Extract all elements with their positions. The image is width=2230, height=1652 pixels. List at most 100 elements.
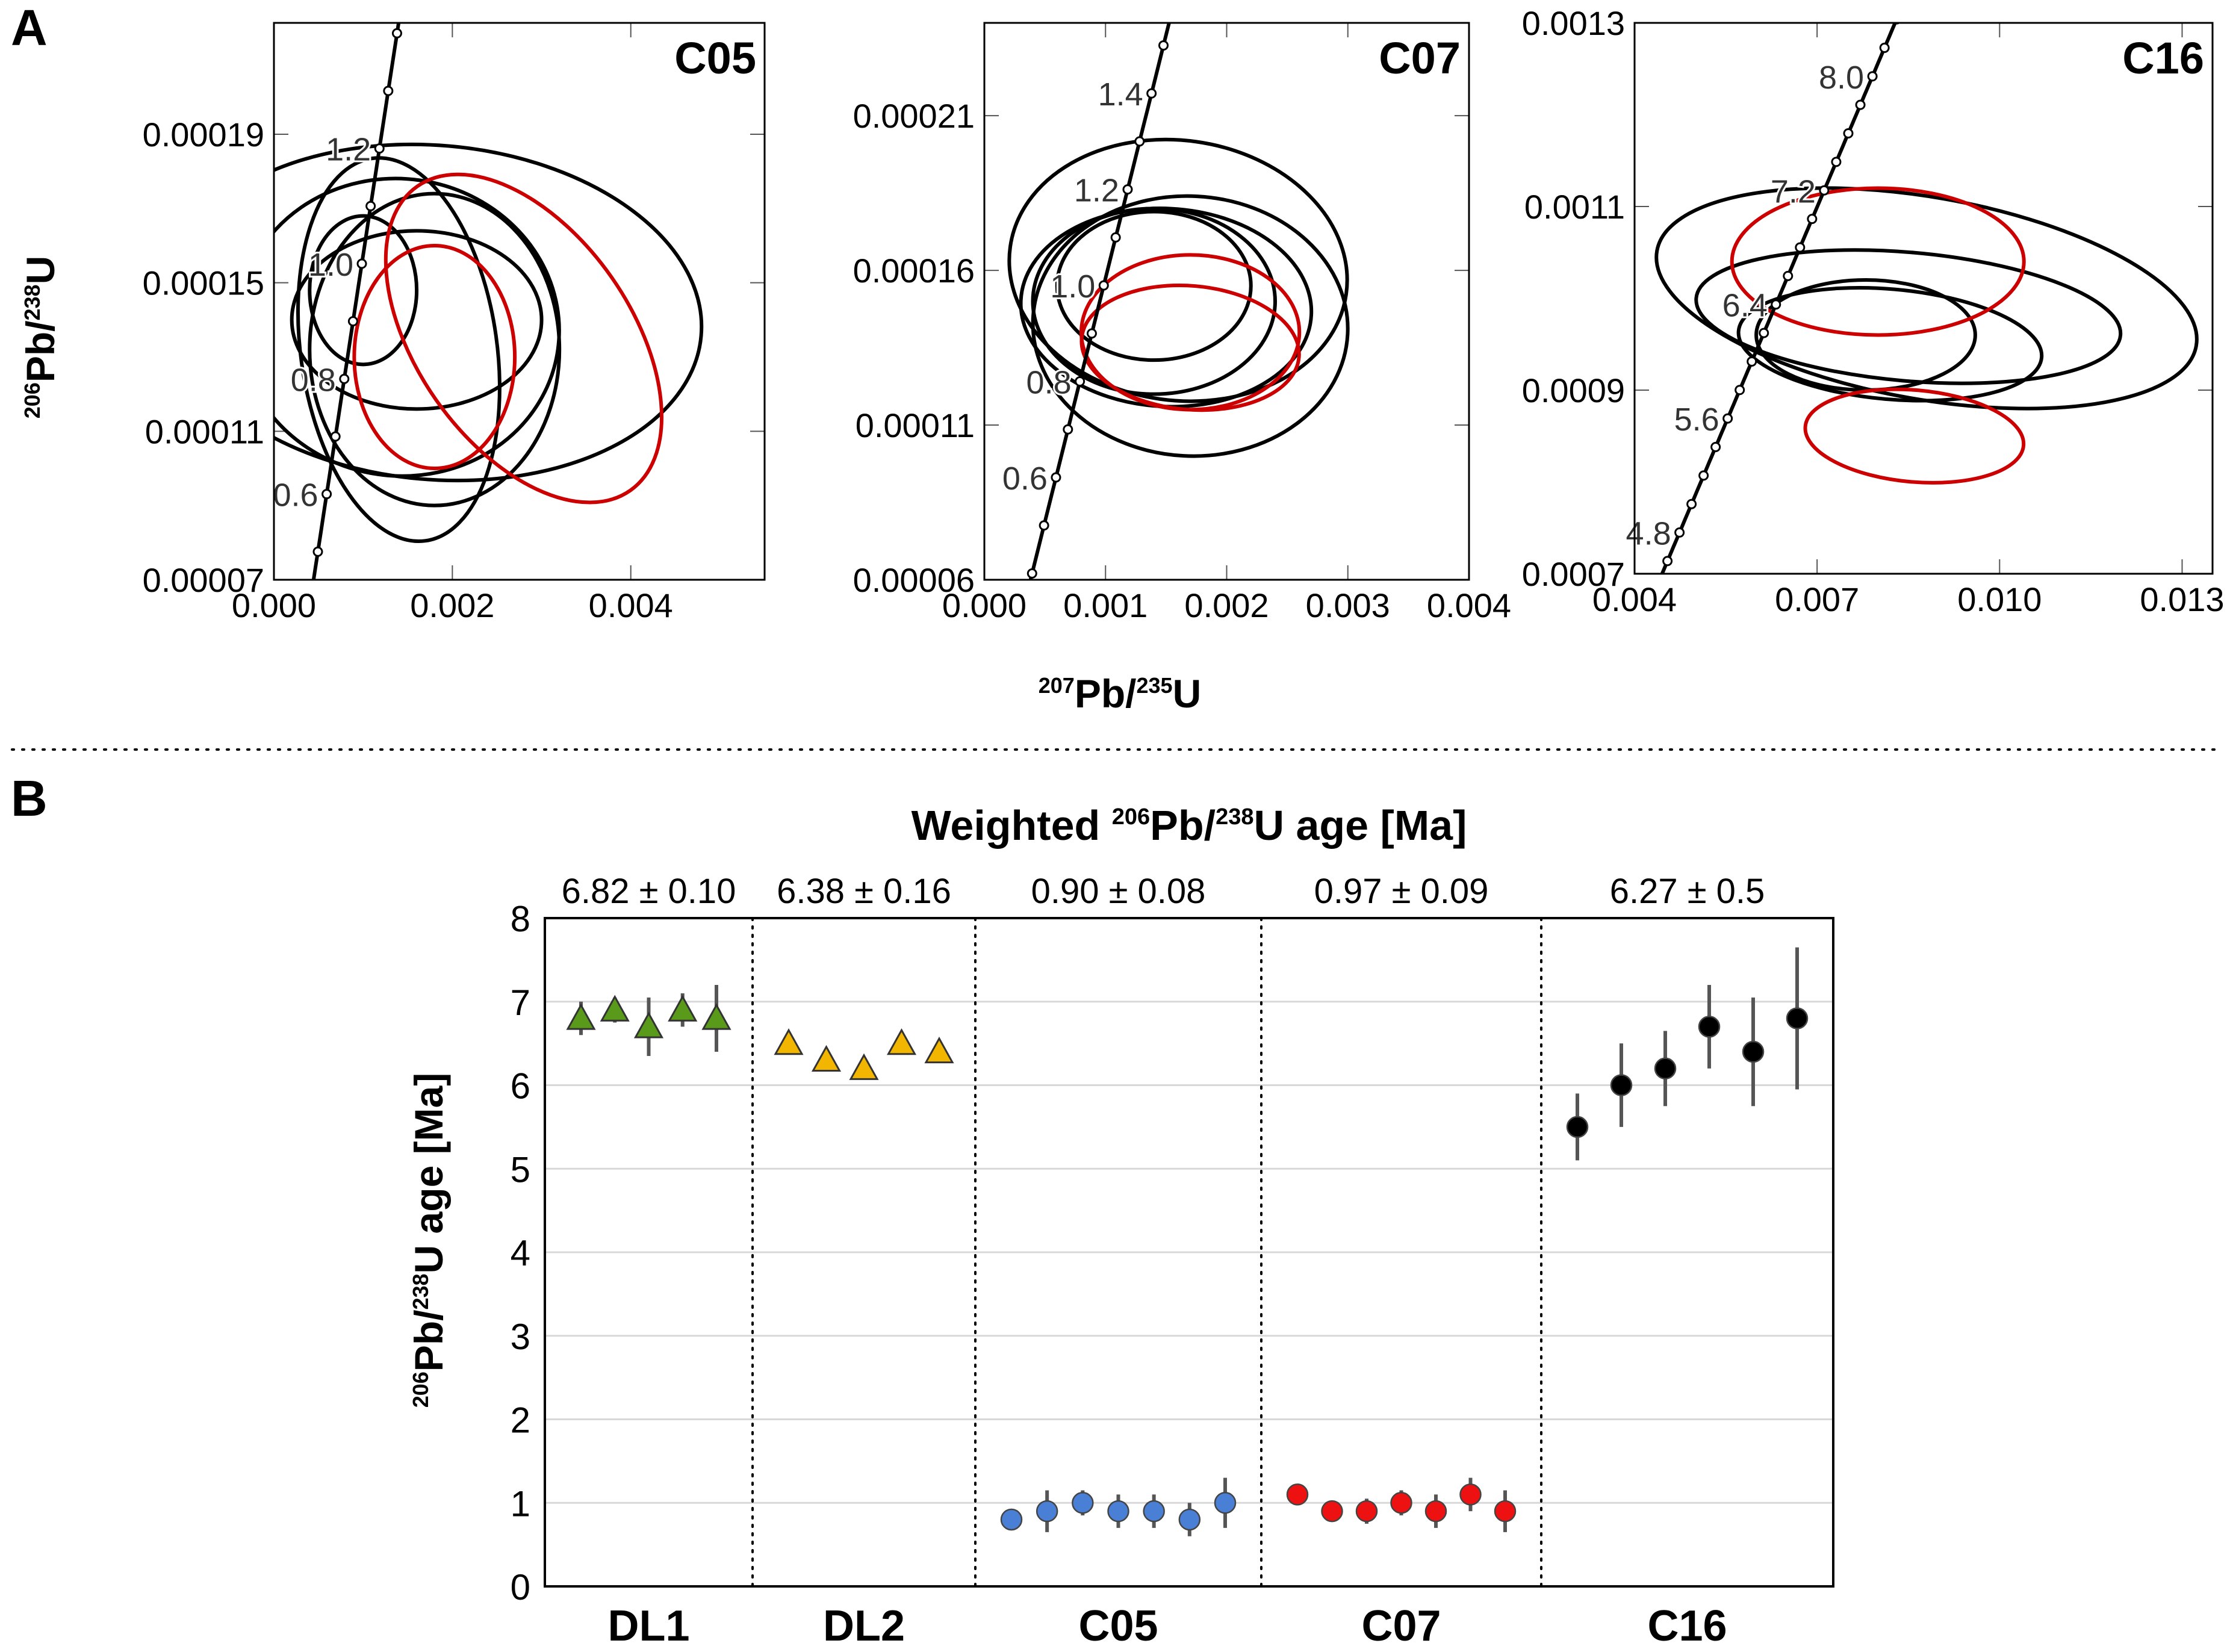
x-tick-label: 0.001 [1063,586,1148,624]
concordia-tick [1819,185,1830,196]
concordia-tick [1122,184,1133,195]
concordia-tick [1051,472,1061,483]
y-tick-label: 6 [511,1066,530,1107]
sample-title: C05 [674,33,756,83]
concordia-tick [1771,299,1781,310]
data-point [849,1053,879,1080]
concordia-tick [1075,376,1085,387]
concordia-tick [1110,232,1121,243]
concordia-tick [1686,498,1697,509]
x-tick-label: 0.004 [1427,586,1511,624]
concordia-age-label: 1.4 [1098,76,1143,113]
concordia-tick [383,85,394,96]
y-tick-label: 7 [511,983,530,1023]
concordia-tick [1831,157,1842,167]
y-tick-label: 0.00015 [143,264,264,302]
data-point [1459,1483,1482,1506]
x-tick-label: 0.000 [942,586,1026,624]
panel-label-b: B [11,770,48,827]
error-ellipse [290,229,544,411]
concordia-tick [391,28,402,39]
concordia-tick [1855,99,1866,110]
y-tick-label: 4 [511,1233,530,1273]
data-point [1698,1016,1721,1038]
concordia-plot-c05: 0.6 0.8 1.0 1.2 C05 0.000 0.002 0.004 0.00007 0.0… [143,22,766,624]
concordia-tick [1039,520,1049,531]
data-point [1178,1508,1201,1531]
concordia-age-label: 0.8 [291,362,336,398]
error-ellipse [308,191,562,508]
concordia-tick [1674,527,1685,538]
group-c07: 0.97 ± 0.09 C07 [1260,872,1517,1650]
concordia-tick [1146,88,1157,99]
weighted-age-label: 6.82 ± 0.10 [562,872,736,911]
x-tick-label: 0.010 [1957,580,2042,618]
concordia-age-label: 6.4 [1722,288,1768,324]
data-point [566,1003,596,1030]
panel-label-a: A [11,0,48,56]
concordia-age-label: 1.2 [326,132,371,168]
concordia-tick [1710,442,1721,453]
y-tick-label: 0.00019 [143,116,264,154]
error-ellipse [308,214,419,367]
y-tick-label: 0.00007 [143,561,264,599]
concordia-tick [1134,136,1145,147]
plot-frame [1633,22,2214,575]
data-point [811,1045,842,1072]
data-point [701,1003,731,1030]
group-dl2: 6.38 ± 0.16 DL2 [751,872,954,1650]
y-tick-label: 8 [511,899,530,939]
y-tick-label: 0.00016 [853,252,975,290]
concordia-tick [1698,470,1709,481]
error-ellipse [384,172,664,505]
weighted-age-label: 0.90 ± 0.08 [1031,872,1206,911]
data-point [1143,1500,1165,1523]
group-dl1: 6.82 ± 0.10 DL1 [562,872,736,1650]
concordia-age-label: 5.6 [1674,402,1719,438]
error-ellipse [296,156,502,544]
y-tick-label: 0.0009 [1522,371,1625,409]
group-c05: 0.90 ± 0.08 C05 [974,872,1237,1650]
concordia-tick [356,258,367,269]
data-point [1786,1007,1809,1029]
x-tick-label: 0.004 [1592,580,1677,618]
group-label: C07 [1361,1602,1441,1650]
panel-b-title: Weighted 206Pb/238U age [Ma] [912,802,1467,849]
concordia-tick [1759,328,1769,338]
data-point [774,1028,804,1055]
data-point [1742,1040,1765,1063]
concordia-age-label: 7.2 [1771,173,1816,210]
error-ellipse [1654,186,2199,411]
concordia-age-label: 1.0 [308,247,353,283]
weighted-age-label: 6.27 ± 0.5 [1610,872,1765,911]
y-tick-label: 5 [511,1149,530,1190]
sample-title: C07 [1379,33,1461,83]
y-tick-label: 0.00011 [145,412,264,450]
panel-a-ylabel: 206Pb/238U [18,256,63,419]
concordia-age-label: 0.8 [1026,365,1072,401]
concordia-tick [1662,556,1673,567]
plot-frame [273,22,766,581]
panel-a-xlabel: 207Pb/235U [1039,671,1202,716]
concordia-age-label: 0.6 [273,477,318,514]
data-point [633,1011,664,1039]
concordia-tick [374,143,385,154]
error-ellipse [1694,248,2123,385]
y-tick-label: 0.00006 [853,561,975,599]
weighted-age-label: 0.97 ± 0.09 [1314,872,1489,911]
error-ellipse [1079,283,1301,412]
data-point [1321,1500,1343,1523]
inner-ticks [1635,23,2213,574]
data-point [886,1028,917,1055]
y-tick-label: 0.00011 [856,406,975,444]
x-tick-label: 0.003 [1306,586,1390,624]
data-point [668,995,698,1022]
data-point [1654,1057,1677,1079]
data-point [1072,1492,1094,1514]
y-tick-label: 0.0013 [1522,4,1625,42]
data-point [600,995,630,1022]
concordia-tick [1747,356,1757,367]
concordia-age-label: 1.2 [1074,173,1119,209]
concordia-age-label: 8.0 [1819,60,1864,96]
